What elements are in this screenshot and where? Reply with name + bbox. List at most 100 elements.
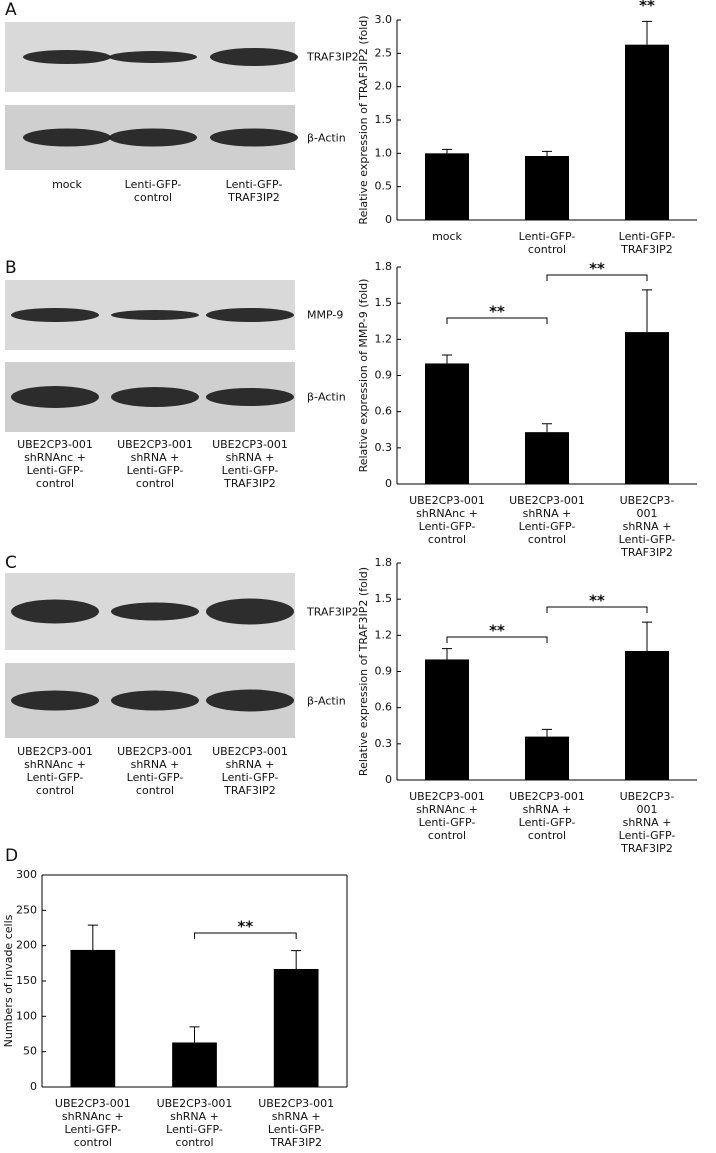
band-label: β-Actin xyxy=(307,694,346,707)
bar xyxy=(625,651,669,780)
bar xyxy=(525,432,569,484)
blot-band xyxy=(23,50,111,64)
significance-bracket xyxy=(546,274,648,281)
lane-label: UBE2CP3-001 shRNA + Lenti-GFP- TRAF3IP2 xyxy=(212,745,288,797)
lane-label: Lenti-GFP- TRAF3IP2 xyxy=(225,178,283,204)
panel-label: B xyxy=(5,258,17,278)
y-tick-label: 0 xyxy=(30,1080,37,1093)
x-tick-label: UBE2CP3-001 shRNA + Lenti-GFP- TRAF3IP2 xyxy=(258,1097,335,1149)
y-tick-label: 1.8 xyxy=(375,556,393,569)
error-bar xyxy=(189,1026,200,1043)
y-tick-label: 100 xyxy=(16,1009,37,1022)
x-tick-label: UBE2CP3-001 shRNAnc + Lenti-GFP- control xyxy=(54,1097,131,1149)
error-bar xyxy=(642,621,652,652)
y-tick-label: 1.5 xyxy=(375,592,393,605)
significance-bracket xyxy=(446,317,548,324)
band-label: β-Actin xyxy=(307,131,346,144)
y-axis-label: Relative expression of TRAF3IP2 (fold) xyxy=(357,15,370,224)
lane-label: UBE2CP3-001 shRNAnc + Lenti-GFP- control xyxy=(17,745,93,797)
y-tick-label: 3.0 xyxy=(375,13,393,26)
y-tick-label: 2.0 xyxy=(375,80,393,93)
blot-band xyxy=(111,690,199,711)
y-axis-label: Numbers of invade cells xyxy=(2,914,15,1047)
lane-label: mock xyxy=(52,178,82,191)
significance-label: ** xyxy=(639,0,655,15)
error-bar xyxy=(87,924,98,950)
error-bar xyxy=(542,728,552,737)
panel-label: A xyxy=(5,0,17,20)
blot-band xyxy=(210,128,298,147)
bar xyxy=(425,659,469,780)
panel-label: C xyxy=(5,553,17,573)
lane-label: UBE2CP3-001 shRNAnc + Lenti-GFP- control xyxy=(17,438,93,490)
x-tick-label: mock xyxy=(432,230,462,243)
y-tick-label: 0.5 xyxy=(375,180,393,193)
x-tick-label: Lenti-GFP- TRAF3IP2 xyxy=(618,230,676,256)
y-tick-label: 1.2 xyxy=(375,628,393,641)
x-tick-label: Lenti-GFP- control xyxy=(518,230,576,256)
blot-band xyxy=(210,48,298,66)
y-tick-label: 0.3 xyxy=(375,737,393,750)
lane-label: UBE2CP3-001 shRNA + Lenti-GFP- control xyxy=(117,438,193,490)
y-tick-label: 0.3 xyxy=(375,441,393,454)
y-tick-label: 300 xyxy=(16,868,37,881)
error-bar xyxy=(442,354,452,364)
y-axis-label: Relative expression of MMP-9 (fold) xyxy=(357,279,370,473)
band-label: β-Actin xyxy=(307,390,346,404)
y-tick-label: 2.5 xyxy=(375,46,393,59)
x-tick-label: UBE2CP3-001 shRNA + Lenti-GFP- control xyxy=(509,494,585,546)
lane-label: UBE2CP3-001 shRNA + Lenti-GFP- control xyxy=(117,745,193,797)
y-tick-label: 1.0 xyxy=(375,146,393,159)
y-tick-label: 1.5 xyxy=(375,113,393,126)
bar xyxy=(625,44,669,220)
error-bar xyxy=(542,423,552,433)
blot-band xyxy=(206,598,294,625)
bar xyxy=(273,968,319,1087)
bar xyxy=(425,153,469,220)
error-bar xyxy=(642,289,652,333)
band-label: MMP-9 xyxy=(307,308,344,322)
error-bar xyxy=(542,150,552,156)
lane-label: Lenti-GFP- control xyxy=(124,178,182,204)
bar xyxy=(625,332,669,484)
significance-bracket xyxy=(194,932,297,939)
blot-band xyxy=(23,128,111,147)
error-bar xyxy=(291,950,302,969)
blot-band xyxy=(111,310,199,320)
significance-label: ** xyxy=(489,303,505,321)
blot-band xyxy=(109,128,197,147)
y-tick-label: 1.5 xyxy=(375,296,393,309)
bar xyxy=(525,736,569,780)
blot-band xyxy=(109,51,197,63)
y-tick-label: 150 xyxy=(16,974,37,987)
y-tick-label: 0.9 xyxy=(375,665,393,678)
bar xyxy=(425,363,469,484)
y-tick-label: 1.8 xyxy=(375,260,393,273)
error-bar xyxy=(642,20,652,45)
significance-label: ** xyxy=(489,622,505,640)
x-tick-label: UBE2CP3-001 shRNA + Lenti-GFP- control xyxy=(509,790,585,842)
y-tick-label: 0 xyxy=(385,477,392,490)
x-tick-label: UBE2CP3-001 shRNAnc + Lenti-GFP- control xyxy=(409,494,485,546)
blot-band xyxy=(206,308,294,322)
x-tick-label: UBE2CP3-001 shRNAnc + Lenti-GFP- control xyxy=(409,790,485,842)
x-tick-label: UBE2CP3-001 shRNA + Lenti-GFP- TRAF3IP2 xyxy=(618,494,676,559)
blot-band xyxy=(11,308,99,322)
blot-band xyxy=(11,599,99,624)
blot-band xyxy=(11,690,99,711)
x-tick-label: UBE2CP3-001 shRNA + Lenti-GFP- TRAF3IP2 xyxy=(618,790,676,855)
x-tick-label: UBE2CP3-001 shRNA + Lenti-GFP- control xyxy=(156,1097,233,1149)
bar xyxy=(70,949,116,1087)
y-tick-label: 1.2 xyxy=(375,332,393,345)
significance-label: ** xyxy=(589,592,605,610)
significance-label: ** xyxy=(237,918,253,936)
y-tick-label: 0.6 xyxy=(375,701,393,714)
y-tick-label: 200 xyxy=(16,939,37,952)
significance-bracket xyxy=(446,636,548,643)
blot-band xyxy=(111,387,199,407)
band-label: TRAF3IP2 xyxy=(307,605,359,618)
y-tick-label: 0 xyxy=(385,213,392,226)
y-axis-label: Relative expression of TRAF3IP2 (fold) xyxy=(357,567,370,776)
panel-label: D xyxy=(5,846,19,866)
